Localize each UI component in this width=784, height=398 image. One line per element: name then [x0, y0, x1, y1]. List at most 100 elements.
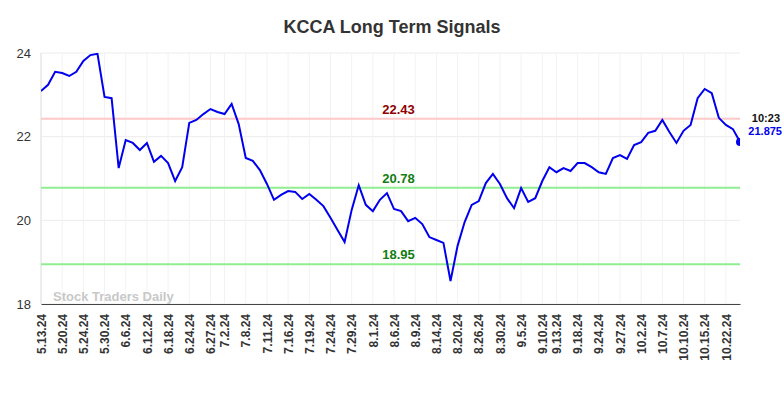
signal-label: 18.95	[382, 247, 415, 262]
x-tick-label: 8.1.24	[367, 314, 381, 348]
grid-line	[641, 53, 642, 304]
x-tick: 8.20.24	[451, 304, 465, 354]
x-tick-label: 10.2.24	[635, 314, 649, 354]
x-tick-label: 8.14.24	[430, 314, 444, 354]
x-tick-label: 8.9.24	[409, 314, 423, 348]
x-tick-label: 7.8.24	[239, 314, 253, 348]
x-tick-label: 10.15.24	[698, 314, 712, 361]
x-tick-label: 5.13.24	[35, 314, 49, 354]
grid-line	[189, 53, 190, 304]
y-tick: 18	[17, 297, 41, 312]
x-tick-label: 7.24.24	[324, 314, 338, 354]
grid-line	[288, 53, 289, 304]
x-tick: 9.13.24	[550, 304, 564, 354]
y-tick-label: 22	[17, 129, 31, 144]
x-tick: 7.11.24	[261, 304, 275, 353]
x-tick: 5.13.24	[35, 304, 49, 354]
x-tick-label: 10.10.24	[677, 314, 691, 361]
y-tick-label: 24	[17, 46, 31, 61]
x-tick: 10.22.24	[720, 304, 734, 361]
x-tick: 6.18.24	[162, 304, 176, 354]
x-tick: 8.14.24	[430, 304, 444, 354]
x-tick-label: 7.29.24	[345, 314, 359, 354]
grid-line	[62, 53, 63, 304]
x-tick-label: 8.20.24	[451, 314, 465, 354]
title: KCCA Long Term Signals	[283, 17, 500, 37]
x-axis: 5.13.245.20.245.24.245.30.246.6.246.12.2…	[35, 304, 741, 361]
x-tick-label: 10.22.24	[720, 314, 734, 361]
x-tick: 8.9.24	[409, 304, 423, 347]
grid-line	[619, 53, 620, 304]
x-tick: 10.15.24	[698, 304, 712, 361]
x-tick: 7.8.24	[239, 304, 253, 347]
grid-line	[415, 53, 416, 304]
x-tick: 7.16.24	[282, 304, 296, 354]
y-tick-label: 18	[17, 297, 31, 312]
x-tick-label: 6.27.24	[204, 314, 218, 354]
watermark: Stock Traders Daily	[53, 289, 174, 304]
x-tick-label: 8.26.24	[472, 314, 486, 354]
x-tick-label: 7.2.24	[218, 314, 232, 348]
price-line	[41, 54, 740, 281]
signal-label: 22.43	[382, 102, 415, 117]
x-tick: 9.27.24	[614, 304, 628, 354]
x-tick: 7.19.24	[303, 304, 317, 354]
x-tick: 6.27.24	[204, 304, 218, 354]
x-tick: 5.20.24	[56, 304, 70, 354]
grid-line	[499, 53, 500, 304]
grid-line	[478, 53, 479, 304]
x-tick: 10.7.24	[656, 304, 670, 354]
y-tick: 24	[17, 46, 41, 61]
x-tick: 6.12.24	[141, 304, 155, 354]
last-point	[736, 138, 740, 146]
grid-line	[245, 53, 246, 304]
grid-line	[146, 53, 147, 304]
x-tick-label: 6.24.24	[183, 314, 197, 354]
x-tick: 8.6.24	[388, 304, 402, 347]
x-tick-label: 7.16.24	[282, 314, 296, 354]
grid-line	[436, 53, 437, 304]
grid-line	[41, 136, 740, 137]
grid-line	[309, 53, 310, 304]
x-tick-label: 8.30.24	[494, 314, 508, 354]
x-tick-label: 7.11.24	[261, 314, 275, 354]
x-tick: 5.24.24	[77, 304, 91, 354]
grid-line	[168, 53, 169, 304]
x-tick-label: 9.10.24	[536, 314, 550, 354]
grid-line	[598, 53, 599, 304]
grid-line	[330, 53, 331, 304]
grid-line	[224, 53, 225, 304]
x-tick: 8.1.24	[367, 304, 381, 347]
x-axis-line	[42, 304, 741, 305]
x-tick-label: 6.12.24	[141, 314, 155, 354]
x-tick: 10.2.24	[635, 304, 649, 354]
grid-line	[210, 53, 211, 304]
x-tick-label: 5.20.24	[56, 314, 70, 354]
x-tick-label: 6.18.24	[162, 314, 176, 354]
grid-line	[521, 53, 522, 304]
grid-line	[556, 53, 557, 304]
x-tick: 9.5.24	[515, 304, 529, 347]
grid-line	[725, 53, 726, 304]
grid-line	[83, 53, 84, 304]
grid-line	[577, 53, 578, 304]
grid	[41, 53, 740, 304]
x-tick: 7.24.24	[324, 304, 338, 354]
grid-line	[372, 53, 373, 304]
x-tick-label: 7.19.24	[303, 314, 317, 354]
signal-label: 20.78	[382, 171, 415, 186]
x-tick: 6.24.24	[183, 304, 197, 354]
x-tick-label: 9.13.24	[550, 314, 564, 354]
x-tick: 9.24.24	[592, 304, 606, 354]
y-tick: 22	[17, 129, 41, 144]
x-tick-label: 9.5.24	[515, 314, 529, 348]
time-label: 10:23	[752, 112, 780, 124]
y-axis: 18 20 22 24	[17, 46, 42, 312]
signal-line	[41, 263, 740, 265]
x-tick-label: 8.6.24	[388, 314, 402, 348]
y-tick-label: 20	[17, 213, 31, 228]
signal-line	[41, 118, 740, 120]
x-tick-label: 6.6.24	[119, 314, 133, 348]
x-tick: 9.10.24	[536, 304, 550, 354]
x-tick-label: 9.24.24	[592, 314, 606, 354]
